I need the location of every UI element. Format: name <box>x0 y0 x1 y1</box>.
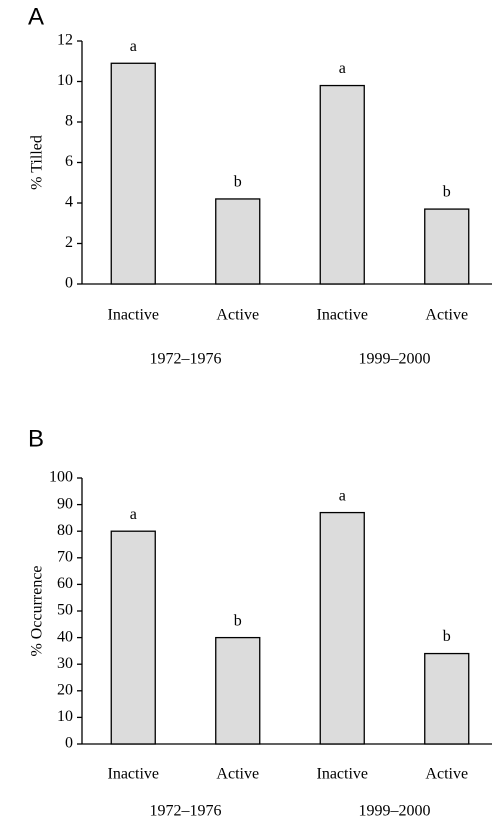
bar-label: a <box>339 487 346 504</box>
x-tick-label: Inactive <box>316 307 368 324</box>
bar-label: b <box>443 628 451 645</box>
panel-label: B <box>28 425 44 452</box>
bar <box>424 652 470 745</box>
y-tick-label: 8 <box>65 113 73 130</box>
y-tick-label: 70 <box>57 548 73 565</box>
bar-label: b <box>443 184 451 201</box>
y-tick-label: 50 <box>57 602 73 619</box>
y-tick-label: 60 <box>57 575 73 592</box>
bar <box>319 511 365 745</box>
y-tick-label: 12 <box>57 32 73 49</box>
y-tick-label: 4 <box>65 194 73 211</box>
panel-label: A <box>28 3 44 30</box>
x-tick-label: Inactive <box>107 766 159 783</box>
bar <box>110 530 156 745</box>
y-tick-label: 10 <box>57 72 73 89</box>
y-tick-label: 0 <box>65 275 73 292</box>
y-tick-label: 2 <box>65 234 73 251</box>
y-tick-label: 90 <box>57 495 73 512</box>
y-tick-label: 30 <box>57 655 73 672</box>
bar <box>110 62 156 285</box>
bar <box>424 208 470 285</box>
x-tick-label: Active <box>216 307 259 324</box>
y-tick-label: 40 <box>57 628 73 645</box>
group-label: 1972–1976 <box>150 351 222 368</box>
group-label: 1972–1976 <box>150 803 222 820</box>
group-label: 1999–2000 <box>359 803 431 820</box>
x-tick-label: Inactive <box>107 307 159 324</box>
x-tick-label: Inactive <box>316 766 368 783</box>
group-label: 1999–2000 <box>359 351 431 368</box>
y-tick-label: 0 <box>65 735 73 752</box>
bar-label: a <box>339 60 346 77</box>
bar <box>215 636 261 745</box>
bar-label: b <box>234 174 242 191</box>
x-tick-label: Active <box>425 766 468 783</box>
y-axis-label: % Tilled <box>29 135 46 190</box>
y-tick-label: 20 <box>57 681 73 698</box>
y-tick-label: 100 <box>49 469 73 486</box>
bar-label: a <box>130 506 137 523</box>
y-tick-label: 10 <box>57 708 73 725</box>
x-tick-label: Active <box>216 766 259 783</box>
bar-label: b <box>234 612 242 629</box>
bar <box>319 84 365 285</box>
y-axis-label: % Occurrence <box>29 565 46 656</box>
y-tick-label: 6 <box>65 153 73 170</box>
bar-label: a <box>130 38 137 55</box>
x-tick-label: Active <box>425 307 468 324</box>
bar <box>215 198 261 285</box>
y-tick-label: 80 <box>57 522 73 539</box>
